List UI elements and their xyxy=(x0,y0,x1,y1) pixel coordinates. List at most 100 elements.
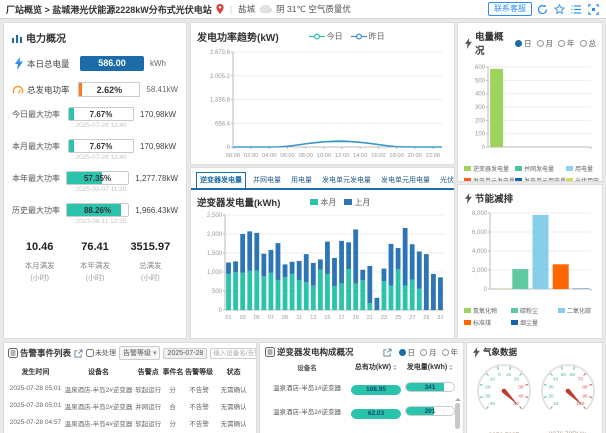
max-power-value: 170.98kW xyxy=(140,109,177,119)
legend-swatch xyxy=(310,199,319,205)
panel-emission: 节能减排 0 2,000 4,000 6,000 8,000 氮氧化物 碳粉尘 二氧化碳标准… xyxy=(457,184,603,339)
legend-item[interactable]: 光伏用电量 xyxy=(566,176,600,181)
tab-光伏用电量[interactable]: 光伏用电量 xyxy=(440,177,454,184)
legend-item[interactable]: 昨日 xyxy=(350,31,385,42)
svg-text:03: 03 xyxy=(240,315,246,321)
svg-text:12:00: 12:00 xyxy=(335,153,350,159)
legend-swatch xyxy=(515,178,522,181)
alarm-search-input[interactable] xyxy=(210,347,256,359)
stat-label: 本月满发 xyxy=(24,261,55,270)
alarm-level-select[interactable]: 告警等级 xyxy=(119,346,161,360)
tab-发电单元用电量[interactable]: 发电单元用电量 xyxy=(381,177,430,184)
power-trend-chart: 0 668.4 1,336.8 2,005.2 2,673.6 00:00 02:00 04:… xyxy=(197,44,448,164)
progress-bar: 88.26% xyxy=(65,203,130,217)
unhandled-label: 未处理 xyxy=(95,350,117,357)
svg-text:2,000: 2,000 xyxy=(207,232,223,238)
svg-text:20:00: 20:00 xyxy=(407,153,422,159)
unhandled-checkbox-input[interactable] xyxy=(86,349,95,357)
sort-icon[interactable] xyxy=(449,363,453,372)
emission-chart: 0 2,000 4,000 6,000 8,000 xyxy=(464,207,596,302)
max-power-value: 1,277.78kW xyxy=(135,173,178,183)
legend-swatch xyxy=(566,166,573,171)
composition-period-radio-月[interactable]: 月 xyxy=(420,347,437,358)
legend-item[interactable]: 二氧化碳 xyxy=(558,306,600,315)
max-power-time: 2025-02-07 11:30 xyxy=(75,186,127,193)
legend-item[interactable]: 本月 xyxy=(310,197,336,208)
scroll-up-icon[interactable] xyxy=(455,395,461,401)
max-power-row: 历史最大功率 88.26% 1,966.43kW xyxy=(12,203,178,217)
energy-tabbar: 逆变器发电量并网电量用电量发电单元发电量发电单元用电量光伏用电量 月年 xyxy=(191,168,454,190)
emission-title: 节能减排 xyxy=(475,194,514,205)
tab-并网电量[interactable]: 并网电量 xyxy=(253,177,281,184)
trend-title: 发电功率趋势(kW) xyxy=(197,33,279,44)
legend-item[interactable]: 今日 xyxy=(308,31,343,42)
alarm-row[interactable]: 2025-07-28 05:01 温泉酒店-半岛2#逆变器 软起运行分不告警 无需确认 xyxy=(9,385,247,394)
max-power-label: 历史最大功率 xyxy=(12,205,60,215)
svg-text:90: 90 xyxy=(582,393,588,399)
composition-col-header[interactable]: 总有功(kW) xyxy=(349,362,403,372)
star-icon[interactable] xyxy=(553,3,566,16)
panel-weather: 气象数据 -40-30-20-10010203040503276.70℃1020… xyxy=(466,342,603,433)
composition-scrollbar[interactable] xyxy=(455,395,461,433)
legend-item[interactable]: 并网发电量 xyxy=(515,164,565,173)
sort-icon[interactable] xyxy=(393,363,397,372)
composition-period-radio-日[interactable]: 日 xyxy=(398,347,415,358)
svg-text:40: 40 xyxy=(553,376,559,382)
alarm-row[interactable]: 2025-07-28 05:01 温泉酒店-半岛2#逆变器 并网运行合不告警 无需确认 xyxy=(9,402,247,411)
composition-export-icon[interactable] xyxy=(382,347,392,357)
legend-swatch xyxy=(511,320,518,325)
export-icon[interactable] xyxy=(74,348,83,358)
svg-text:1,000: 1,000 xyxy=(207,270,223,276)
svg-text:10: 10 xyxy=(553,401,559,407)
legend-item[interactable]: 用电量 xyxy=(566,164,600,173)
legend-label: 并网发电量 xyxy=(524,167,555,173)
alarm-row[interactable]: 2025-07-28 04:57 温泉酒店-半岛4#逆变器 软起运行分不告警 无需确认 xyxy=(9,419,247,428)
svg-text:10:00: 10:00 xyxy=(317,153,332,159)
svg-text:70: 70 xyxy=(578,376,584,382)
list-icon[interactable] xyxy=(570,3,583,16)
composition-row[interactable]: 温泉酒店-半岛1#逆变器 108.95 341 xyxy=(265,375,458,399)
scrollbar-thumb[interactable] xyxy=(455,403,460,429)
radio-label: 总 xyxy=(588,38,597,48)
svg-text:200: 200 xyxy=(475,118,486,124)
bar-chart-icon xyxy=(12,33,22,43)
energy-period-radio-年[interactable]: 年 xyxy=(558,38,575,49)
svg-text:30: 30 xyxy=(548,384,554,390)
energy-period-radio-日[interactable]: 日 xyxy=(515,38,532,49)
composition-period-radio-年[interactable]: 年 xyxy=(441,347,458,358)
composition-col-header[interactable]: 发电量(kWh) xyxy=(403,362,457,372)
refresh-icon[interactable] xyxy=(536,3,549,16)
composition-row[interactable]: 温泉酒店-半岛2#逆变器 62.03 201 xyxy=(265,399,458,423)
energy-period-radio-总[interactable]: 总 xyxy=(579,38,597,49)
alarm-date-picker[interactable]: 2025-07-28 xyxy=(163,347,208,359)
legend-item[interactable]: 标准煤 xyxy=(464,318,510,327)
legend-item[interactable]: 氮氧化物 xyxy=(464,306,510,315)
energy-period-radio-月[interactable]: 月 xyxy=(536,38,553,49)
legend-item[interactable]: 上月 xyxy=(344,197,370,208)
radio-dot xyxy=(558,39,565,47)
svg-text:1,336.8: 1,336.8 xyxy=(210,98,231,104)
legend-item[interactable]: 发电单元发电量 xyxy=(464,176,514,181)
svg-text:500: 500 xyxy=(212,289,223,295)
max-power-value: 1,966.43kW xyxy=(135,205,178,215)
legend-item[interactable]: 发电单元用电量 xyxy=(515,176,565,181)
legend-item[interactable]: 烟尘量 xyxy=(511,318,557,327)
total-power-percent: 2.62% xyxy=(78,82,141,97)
energy-bar: 341 xyxy=(405,381,455,392)
stat-month: 10.46 本月满发 (小时) xyxy=(12,241,67,283)
contact-support-button[interactable]: 联系客服 xyxy=(488,2,532,16)
unhandled-checkbox[interactable]: 未处理 xyxy=(86,348,116,358)
legend-item[interactable]: 逆变器发电量 xyxy=(464,164,514,173)
legend-item[interactable]: 碳粉尘 xyxy=(511,306,557,315)
tab-用电量[interactable]: 用电量 xyxy=(291,177,312,184)
alarm-col-header: 告警等级 xyxy=(185,369,214,376)
fullscreen-icon[interactable] xyxy=(587,3,600,16)
tab-发电单元发电量[interactable]: 发电单元发电量 xyxy=(322,177,371,184)
stat-year: 76.41 本年满发 (小时) xyxy=(67,241,122,283)
alarm-col-header: 发生时间 xyxy=(21,369,50,376)
breadcrumb[interactable]: 厂站概览 > 盐城港光伏能源2228kW分布式光伏电站 xyxy=(6,4,212,15)
tab-逆变器发电量[interactable]: 逆变器发电量 xyxy=(196,172,246,188)
svg-text:22:00: 22:00 xyxy=(426,153,441,159)
svg-text:15: 15 xyxy=(324,315,330,321)
